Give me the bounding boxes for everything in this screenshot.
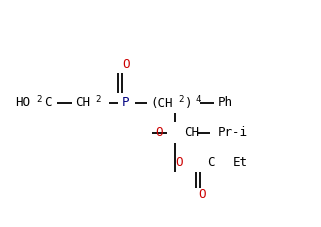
Text: CH: CH [75,96,90,109]
Text: P: P [122,96,129,109]
Text: O: O [155,126,162,140]
Text: HO: HO [15,96,30,109]
Text: 2: 2 [36,94,41,104]
Text: Et: Et [233,156,248,170]
Text: C: C [44,96,51,109]
Text: 2: 2 [95,94,100,104]
Text: Pr-i: Pr-i [218,126,248,140]
Text: 2: 2 [178,94,183,104]
Text: O: O [175,156,183,170]
Text: O: O [122,59,129,72]
Text: CH: CH [184,126,199,140]
Text: C: C [207,156,214,170]
Text: ): ) [185,96,193,109]
Text: O: O [198,188,205,202]
Text: Ph: Ph [218,96,233,109]
Text: (CH: (CH [150,96,172,109]
Text: 4: 4 [195,94,200,104]
